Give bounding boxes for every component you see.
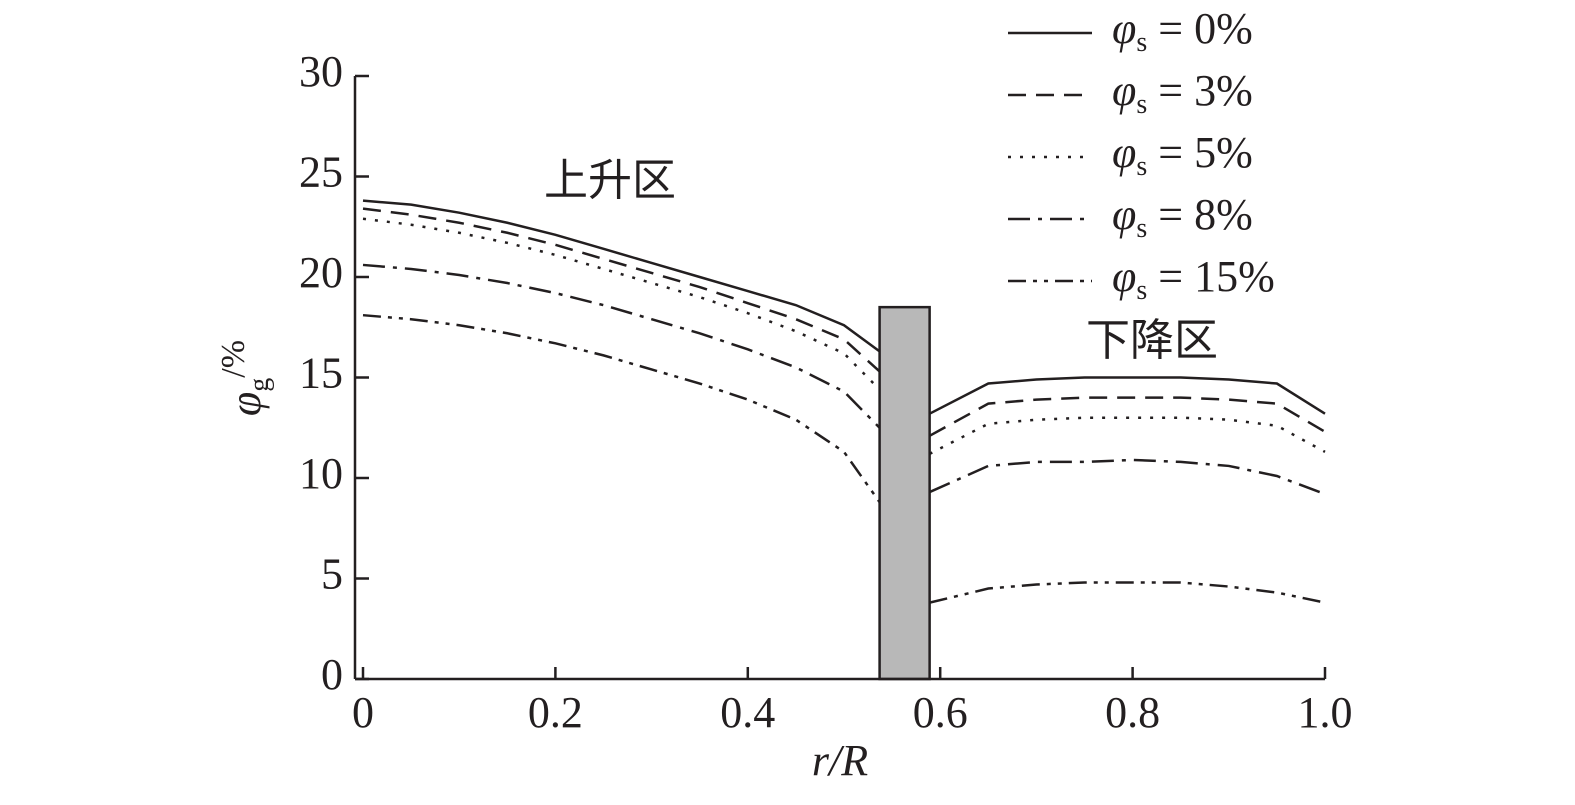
y-tick-label: 25 xyxy=(299,148,343,197)
series-line xyxy=(362,313,1326,604)
x-tick-label: 0.4 xyxy=(720,688,775,737)
annotation: 下降区 xyxy=(1086,316,1218,365)
legend-label: φs = 0% xyxy=(1112,4,1253,58)
series-line xyxy=(362,207,1326,437)
series-line xyxy=(362,199,1326,415)
legend-label: φs = 5% xyxy=(1112,128,1253,182)
y-tick-label: 0 xyxy=(321,650,343,699)
y-tick-label: 10 xyxy=(299,449,343,498)
legend-label: φs = 15% xyxy=(1112,252,1275,306)
x-axis-label: r/R xyxy=(812,736,868,785)
y-tick-label: 5 xyxy=(321,550,343,599)
baffle xyxy=(878,305,931,681)
x-tick-label: 0.8 xyxy=(1105,688,1160,737)
x-tick-label: 1.0 xyxy=(1298,688,1353,737)
x-tick-label: 0.6 xyxy=(913,688,968,737)
y-axis-label: φg/% xyxy=(215,340,276,416)
legend-label: φs = 8% xyxy=(1112,190,1253,244)
series-line xyxy=(362,217,1326,455)
legend-label: φs = 3% xyxy=(1112,66,1253,120)
y-tick-label: 30 xyxy=(299,47,343,96)
x-tick-label: 0 xyxy=(352,688,374,737)
series-line xyxy=(362,263,1326,496)
x-tick-label: 0.2 xyxy=(528,688,583,737)
annotation: 上升区 xyxy=(544,156,676,205)
y-tick-label: 20 xyxy=(299,248,343,297)
y-tick-label: 15 xyxy=(299,349,343,398)
